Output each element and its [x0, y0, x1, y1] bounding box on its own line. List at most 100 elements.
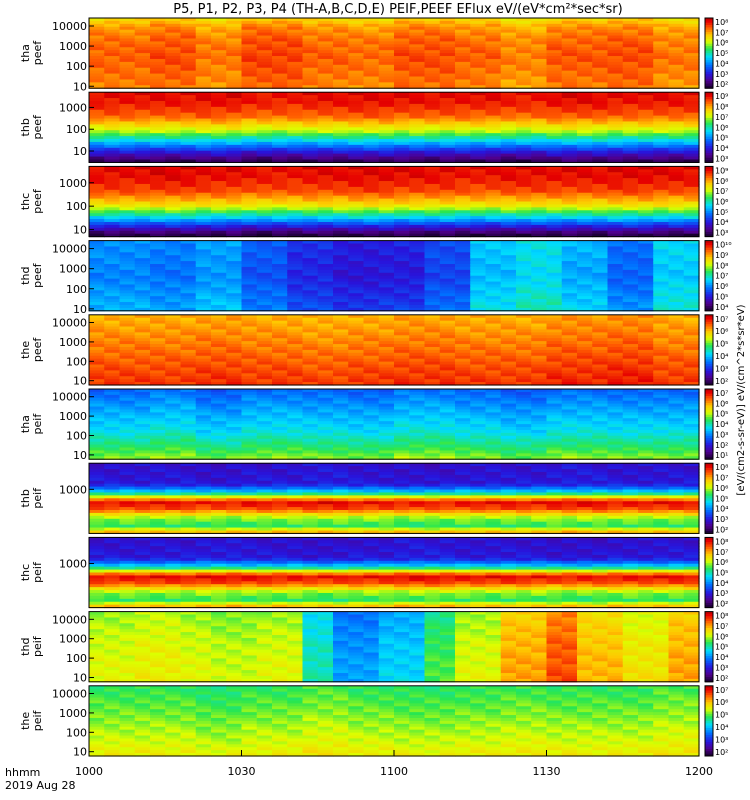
spectrogram-cell	[134, 198, 151, 203]
spectrogram-cell	[287, 115, 304, 120]
spectrogram-cell	[485, 150, 502, 155]
colorbar-segment	[705, 220, 713, 224]
spectrogram-cell	[516, 284, 532, 288]
y-tick-label: 100	[66, 283, 87, 296]
spectrogram-cell	[363, 178, 380, 182]
spectrogram-cell	[165, 346, 182, 351]
spectrogram-cell	[333, 38, 349, 43]
spectrogram-cell	[622, 175, 639, 179]
spectrogram-cell	[638, 201, 654, 206]
spectrogram-cell	[302, 207, 319, 211]
spectrogram-cell	[455, 382, 471, 386]
spectrogram-cell	[516, 332, 532, 336]
spectrogram-cell	[150, 207, 166, 211]
spectrogram-cell	[119, 293, 136, 297]
colorbar-segment	[705, 148, 713, 152]
spectrogram-cell	[119, 130, 136, 134]
spectrogram-cell	[119, 361, 136, 366]
colorbar-segment	[705, 201, 713, 205]
spectrogram-cell	[333, 47, 349, 51]
spectrogram-cell	[668, 278, 685, 283]
colorbar-segment	[705, 208, 713, 212]
spectrogram-cell	[485, 109, 502, 114]
spectrogram-cell	[668, 204, 685, 208]
spectrogram-cell	[195, 198, 212, 203]
spectrogram-cell	[668, 358, 685, 363]
spectrogram-cell	[302, 18, 319, 22]
spectrogram-cell	[195, 127, 212, 131]
spectrogram-cell	[211, 153, 227, 158]
spectrogram-cell	[470, 376, 487, 380]
spectrogram-cell	[622, 73, 639, 78]
spectrogram-cell	[439, 85, 456, 89]
spectrogram-cell	[104, 133, 121, 137]
spectrogram-cell	[150, 213, 166, 217]
spectrogram-cell	[424, 299, 441, 303]
colorbar-tick-label: 10⁵	[715, 208, 728, 217]
spectrogram-cell	[424, 233, 441, 238]
spectrogram-cell	[165, 255, 182, 259]
spectrogram-cell	[241, 115, 258, 120]
spectrogram-cell	[638, 249, 654, 253]
spectrogram-cell	[500, 23, 517, 28]
spectrogram-cell	[272, 233, 288, 238]
spectrogram-cell	[333, 332, 349, 336]
spectrogram-cell	[394, 210, 410, 214]
spectrogram-cell	[592, 290, 609, 294]
spectrogram-cell	[317, 323, 334, 328]
spectrogram-cell	[241, 290, 258, 294]
spectrogram-cell	[470, 35, 487, 40]
spectrogram-cell	[180, 323, 197, 328]
spectrogram-cell	[638, 183, 654, 188]
spectrogram-cell	[683, 186, 700, 191]
spectrogram-cell	[195, 278, 212, 283]
spectrogram-cell	[378, 35, 395, 40]
spectrogram-cell	[150, 219, 166, 223]
spectrogram-cell	[333, 219, 349, 223]
spectrogram-cell	[287, 243, 304, 248]
colorbar-segment	[705, 289, 713, 293]
spectrogram-cell	[287, 166, 304, 170]
spectrogram-cell	[638, 382, 654, 386]
spectrogram-cell	[272, 100, 288, 105]
spectrogram-cell	[638, 361, 654, 366]
spectrogram-cell	[439, 213, 456, 217]
spectrogram-cell	[287, 47, 304, 51]
spectrogram-cell	[150, 355, 166, 360]
spectrogram-cell	[546, 147, 563, 152]
spectrogram-cell	[287, 355, 304, 360]
spectrogram-cell	[302, 382, 319, 386]
spectrogram-cell	[134, 47, 151, 51]
spectrogram-cell	[211, 224, 227, 229]
spectrogram-cell	[89, 35, 105, 40]
spectrogram-cell	[485, 284, 502, 288]
spectrogram-cell	[104, 332, 121, 336]
spectrogram-cell	[516, 175, 532, 179]
spectrogram-cell	[363, 361, 380, 366]
spectrogram-cell	[668, 252, 685, 256]
spectrogram-cell	[89, 56, 105, 60]
panel-frame	[88, 17, 700, 89]
spectrogram-cell	[241, 204, 258, 208]
spectrogram-cell	[226, 358, 243, 363]
spectrogram-cell	[180, 227, 197, 232]
spectrogram-cell	[287, 192, 304, 197]
spectrogram-cell	[531, 181, 548, 185]
spectrogram-cell	[439, 70, 456, 75]
colorbar-segment	[705, 48, 713, 52]
spectrogram-cell	[363, 32, 380, 37]
spectrogram-cell	[89, 76, 105, 81]
spectrogram-cell	[256, 198, 273, 203]
colorbar-tick-label: 10⁹	[715, 92, 728, 101]
spectrogram-cell	[348, 382, 365, 386]
spectrogram-cell	[363, 290, 380, 294]
spectrogram-cell	[134, 50, 151, 54]
spectrogram-cell	[424, 258, 441, 262]
spectrogram-cell	[302, 141, 319, 146]
y-tick-label: 10	[73, 80, 87, 93]
spectrogram-cell	[272, 224, 288, 229]
spectrogram-cell	[622, 341, 639, 345]
spectrogram-cell	[180, 304, 197, 309]
spectrogram-cell	[165, 219, 182, 223]
spectrogram-cell	[546, 344, 563, 348]
